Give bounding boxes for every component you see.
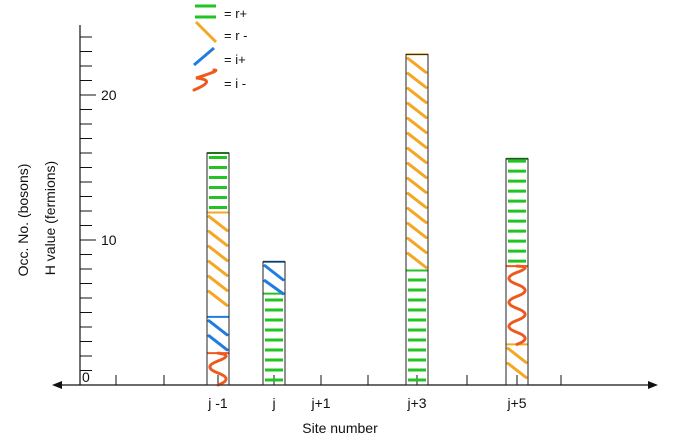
x-tick-label: j xyxy=(271,395,275,411)
legend-label-i-plus: = i+ xyxy=(224,52,246,67)
bar-segment-r-plus xyxy=(506,157,528,263)
bar-segment-i-minus xyxy=(207,351,229,387)
x-tick-label: j+1 xyxy=(310,395,330,411)
y-axis: 0 10 20 xyxy=(79,25,117,385)
x-tick-label: j+3 xyxy=(406,395,426,411)
legend-item-r-plus: = r+ xyxy=(195,4,247,21)
legend-label-r-plus: = r+ xyxy=(224,6,247,21)
bar-segment-r-minus xyxy=(207,211,229,307)
y-tick-label: 0 xyxy=(82,369,90,385)
x-axis-right-arrow-icon xyxy=(648,381,658,389)
bar-segment-i-plus xyxy=(207,315,229,352)
bars xyxy=(206,53,529,387)
bar-segment-r-minus xyxy=(406,53,428,269)
bar-outline xyxy=(262,261,286,386)
bar-segment-r-minus xyxy=(506,343,528,379)
x-tick-label: j -1 xyxy=(207,395,228,411)
bar-outline xyxy=(206,152,230,386)
y-tick-label: 10 xyxy=(101,232,117,248)
x-axis-left-arrow-icon xyxy=(52,381,62,389)
x-axis: j -1 j j+1 j+3 j+5 xyxy=(52,375,658,411)
y-axis-title-fermions: H value (fermions) xyxy=(42,161,58,275)
bar-outline xyxy=(505,158,529,386)
bar-segment-r-plus xyxy=(406,269,428,382)
legend-item-r-minus: = r - xyxy=(194,20,247,44)
x-axis-title: Site number xyxy=(302,420,378,436)
x-tick-label: j+5 xyxy=(506,395,526,411)
y-tick-label: 20 xyxy=(101,87,117,103)
bar-site-jplus5 xyxy=(505,157,529,386)
legend-label-r-minus: = r - xyxy=(224,28,247,43)
bar-site-jplus3 xyxy=(405,53,429,386)
axis-labels: Site number Occ. No. (bosons) H value (f… xyxy=(15,161,378,436)
legend: = r+ = r - = i+ = i - xyxy=(192,4,247,92)
bar-outline xyxy=(405,53,429,386)
bar-segment-i-plus xyxy=(263,260,285,296)
bar-segment-r-plus xyxy=(207,152,229,209)
bar-site-jminus1 xyxy=(206,152,230,387)
bar-segment-r-plus xyxy=(263,292,285,382)
legend-item-i-plus: = i+ xyxy=(193,46,246,67)
legend-label-i-minus: = i - xyxy=(224,76,246,91)
bar-site-j xyxy=(262,260,286,386)
y-axis-title-bosons: Occ. No. (bosons) xyxy=(15,164,31,277)
bar-segment-i-minus xyxy=(506,264,528,346)
legend-item-i-minus: = i - xyxy=(192,68,246,92)
